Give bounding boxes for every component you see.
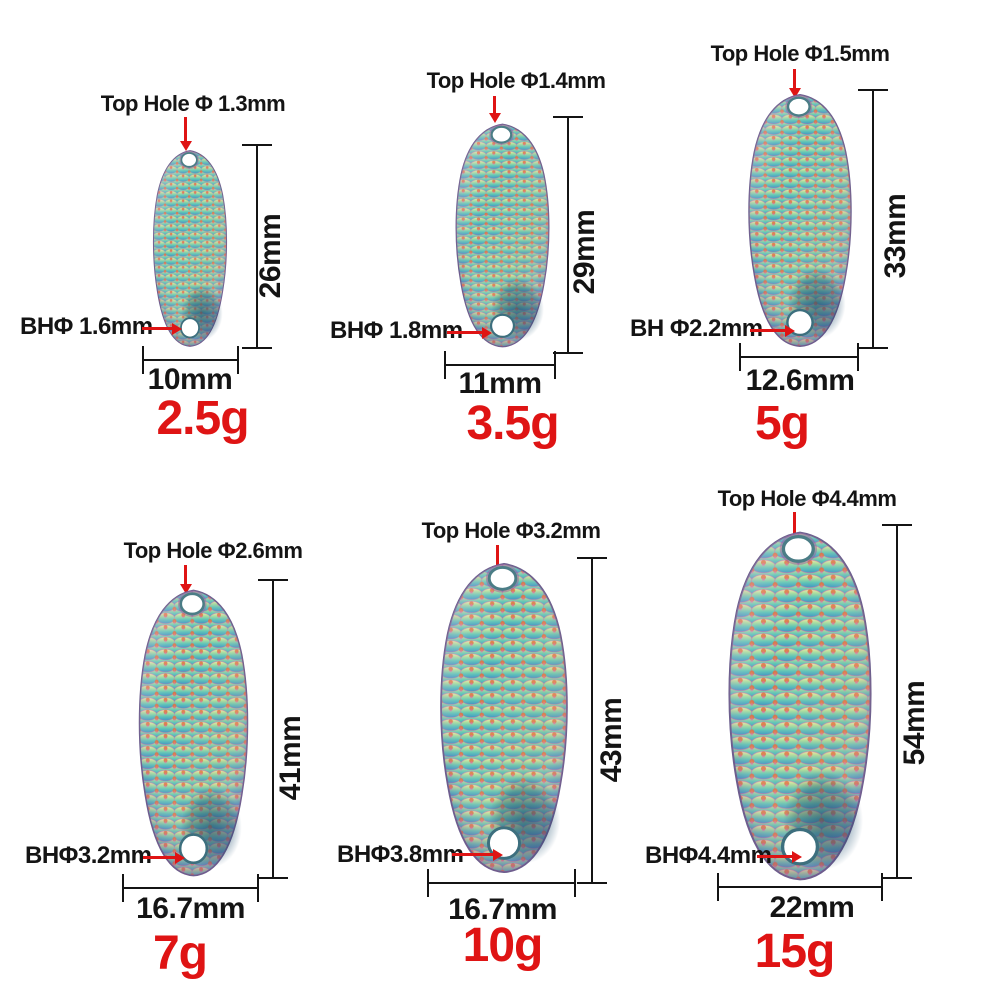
dimension-tick bbox=[881, 873, 883, 901]
height-dimension-line bbox=[896, 525, 898, 878]
height-value-label: 29mm bbox=[568, 209, 601, 295]
dimension-tick bbox=[882, 524, 912, 526]
top-hole-arrow-icon bbox=[184, 117, 187, 147]
bottom-hole-label: BH Φ2.2mm bbox=[630, 315, 763, 342]
top-hole-arrow-icon bbox=[493, 96, 496, 119]
dimension-tick bbox=[242, 144, 272, 146]
top-hole-label: Top Hole Φ1.5mm bbox=[710, 41, 890, 66]
spoon-image bbox=[448, 120, 557, 351]
top-hole-label: Top Hole Φ1.4mm bbox=[426, 68, 606, 93]
dimension-tick bbox=[142, 346, 144, 374]
bottom-hole-label: BHΦ3.8mm bbox=[337, 841, 464, 868]
width-dimension-line bbox=[740, 356, 858, 358]
bottom-hole-arrow-icon bbox=[452, 853, 499, 856]
spoon-image bbox=[147, 147, 233, 350]
spoon-image bbox=[740, 90, 860, 351]
height-dimension-line bbox=[567, 117, 569, 353]
height-value-label: 43mm bbox=[595, 697, 628, 783]
top-hole-label: Top Hole Φ3.2mm bbox=[421, 518, 601, 543]
bottom-hole-label: BHΦ3.2mm bbox=[25, 842, 152, 869]
bottom-hole-arrow-icon bbox=[143, 856, 181, 859]
bottom-hole-label: BHΦ 1.8mm bbox=[330, 317, 463, 344]
bottom-hole-arrow-icon bbox=[447, 331, 488, 334]
dimension-tick bbox=[858, 347, 888, 349]
width-value-label: 16.7mm bbox=[448, 893, 557, 926]
dimension-tick bbox=[122, 874, 124, 902]
weight-label: 3.5g bbox=[466, 397, 559, 450]
dimension-tick bbox=[858, 89, 888, 91]
bottom-hole-label: BHΦ 1.6mm bbox=[20, 313, 153, 340]
width-dimension-line bbox=[428, 882, 575, 884]
dimension-tick bbox=[427, 869, 429, 897]
width-dimension-line bbox=[123, 887, 258, 889]
dimension-tick bbox=[882, 877, 912, 879]
dimension-tick bbox=[242, 347, 272, 349]
dimension-tick bbox=[257, 874, 259, 902]
dimension-tick bbox=[554, 351, 556, 379]
dimension-tick bbox=[444, 351, 446, 379]
height-dimension-line bbox=[256, 145, 258, 348]
dimension-tick bbox=[857, 343, 859, 371]
width-value-label: 22mm bbox=[769, 891, 855, 924]
top-hole-label: Top Hole Φ4.4mm bbox=[717, 486, 897, 511]
height-value-label: 54mm bbox=[898, 680, 931, 766]
height-value-label: 33mm bbox=[879, 193, 912, 279]
dimension-tick bbox=[553, 352, 583, 354]
width-dimension-line bbox=[143, 359, 238, 361]
top-hole-arrow-icon bbox=[496, 545, 499, 572]
width-dimension-line bbox=[445, 364, 555, 366]
dimension-tick bbox=[577, 882, 607, 884]
width-value-label: 16.7mm bbox=[136, 892, 245, 925]
weight-label: 10g bbox=[462, 919, 544, 972]
height-value-label: 26mm bbox=[254, 213, 287, 299]
dimension-tick bbox=[258, 579, 288, 581]
bottom-hole-arrow-icon bbox=[142, 327, 178, 330]
weight-label: 15g bbox=[754, 925, 836, 978]
dimension-tick bbox=[739, 343, 741, 371]
bottom-hole-arrow-icon bbox=[757, 855, 798, 858]
spoon-image bbox=[430, 558, 578, 878]
height-value-label: 41mm bbox=[274, 715, 307, 801]
width-value-label: 10mm bbox=[147, 363, 233, 396]
weight-label: 7g bbox=[152, 927, 208, 980]
bottom-hole-arrow-icon bbox=[750, 329, 791, 332]
height-dimension-line bbox=[591, 558, 593, 883]
top-hole-label: Top Hole Φ2.6mm bbox=[123, 538, 303, 563]
width-value-label: 12.6mm bbox=[745, 364, 855, 397]
dimension-tick bbox=[717, 873, 719, 901]
dimension-tick bbox=[574, 869, 576, 897]
dimension-tick bbox=[577, 557, 607, 559]
spoon-image bbox=[717, 526, 883, 886]
top-hole-arrow-icon bbox=[793, 512, 796, 542]
height-dimension-line bbox=[872, 90, 874, 348]
bottom-hole-label: BHΦ4.4mm bbox=[645, 842, 772, 869]
height-dimension-line bbox=[272, 580, 274, 878]
top-hole-label: Top Hole Φ 1.3mm bbox=[100, 91, 286, 116]
width-dimension-line bbox=[718, 886, 882, 888]
spoon-image bbox=[130, 585, 257, 881]
top-hole-arrow-icon bbox=[184, 565, 187, 590]
weight-label: 2.5g bbox=[156, 392, 249, 445]
weight-label: 5g bbox=[754, 397, 810, 450]
dimension-tick bbox=[258, 877, 288, 879]
width-value-label: 11mm bbox=[458, 367, 542, 400]
dimension-tick bbox=[553, 116, 583, 118]
dimension-tick bbox=[237, 346, 239, 374]
top-hole-arrow-icon bbox=[793, 69, 796, 94]
